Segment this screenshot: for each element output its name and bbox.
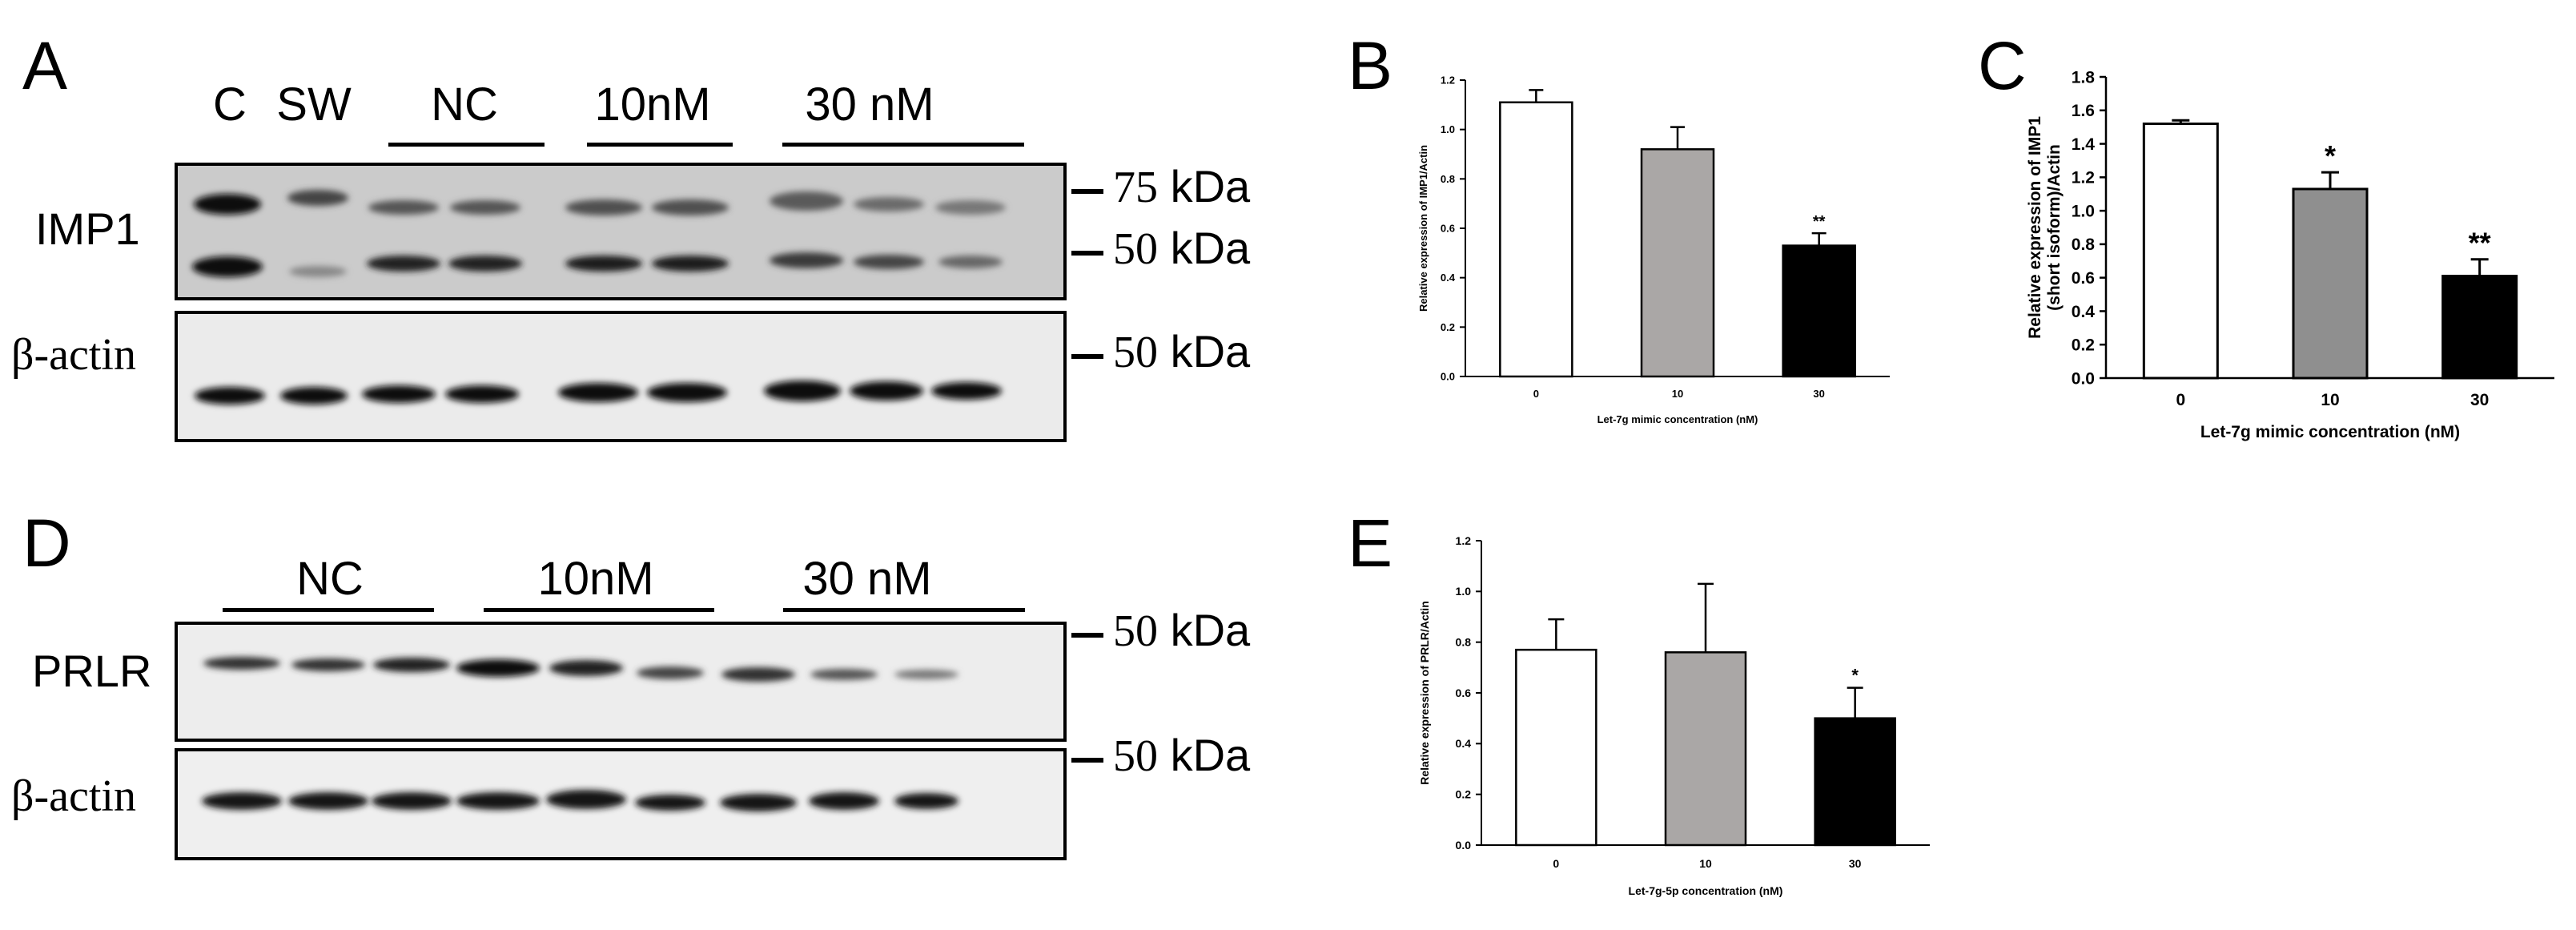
y-tick-label: 0.8 [1441, 173, 1455, 185]
blot-imp1 [175, 163, 1067, 300]
lane-label-d-nc: NC [296, 553, 364, 605]
y-tick-label: 1.2 [1456, 534, 1472, 547]
x-tick-label-0: 0 [1553, 857, 1559, 870]
marker-tick-75-a [1071, 189, 1103, 194]
y-tick-label: 0.0 [2072, 369, 2095, 388]
x-tick-label-10: 10 [1699, 857, 1712, 870]
significance-marker-30: * [1851, 666, 1859, 686]
row-label-beta-actin: β-actin [11, 330, 136, 380]
bar-10 [1664, 651, 1747, 847]
x-tick-label-10: 10 [1672, 388, 1683, 400]
y-tick-label: 0.2 [2072, 336, 2095, 355]
x-tick-label-0: 0 [1533, 388, 1539, 400]
group-underline-nc [388, 143, 545, 147]
y-tick-label: 1.2 [1441, 74, 1455, 87]
marker-50-kda-actin-a: 50 kDa [1113, 326, 1251, 377]
x-tick-label-30: 30 [2470, 391, 2489, 409]
group-underline-30nm [782, 143, 1024, 147]
y-axis-label: (short isoform)/Actin [2045, 144, 2064, 311]
lane-label-sw: SW [276, 79, 352, 131]
lane-label-nc: NC [431, 79, 498, 131]
x-tick-label-10: 10 [2321, 391, 2339, 409]
y-tick-label: 1.4 [2072, 135, 2096, 154]
marker-tick-50-d-actin [1071, 758, 1103, 763]
blot-beta-actin-a [175, 311, 1067, 442]
bar-0 [2142, 122, 2219, 380]
group-underline-d-nc [223, 608, 434, 612]
y-tick-label: 0.8 [1456, 636, 1472, 649]
row-label-imp1: IMP1 [35, 203, 140, 254]
y-axis-label: Relative expression of IMP1/Actin [1417, 145, 1429, 312]
marker-50-kda-prlr: 50 kDa [1113, 605, 1251, 656]
y-tick-label: 1.0 [1456, 585, 1472, 598]
bar-30 [1814, 717, 1896, 847]
y-tick-label: 1.0 [2072, 202, 2095, 220]
bar-30 [2441, 275, 2518, 380]
blot-beta-actin-d [175, 748, 1067, 860]
significance-marker-30: ** [2469, 227, 2491, 260]
group-underline-d-30nm [783, 608, 1025, 612]
bar-10 [1640, 148, 1715, 378]
lane-label-10nm: 10nM [594, 79, 711, 131]
lane-label-d-30nm: 30 nM [802, 553, 932, 605]
x-axis-label: Let-7g mimic concentration (nM) [1597, 413, 1758, 425]
x-axis-label: Let-7g-5p concentration (nM) [1629, 884, 1783, 897]
x-tick-label-30: 30 [1813, 388, 1824, 400]
y-tick-label: 0.8 [2072, 236, 2096, 254]
y-tick-label: 0.0 [1441, 371, 1455, 383]
y-axis-label: Relative expression of IMP1 [2026, 116, 2044, 339]
marker-tick-50-d-prlr [1071, 633, 1103, 638]
y-tick-label: 1.2 [2072, 169, 2095, 187]
row-label-beta-actin-d: β-actin [11, 771, 136, 821]
bar-0 [1515, 648, 1597, 847]
marker-50-kda-imp1: 50 kDa [1113, 223, 1251, 274]
group-underline-d-10nm [484, 608, 714, 612]
y-tick-label: 0.4 [1441, 272, 1456, 284]
panel-letter-b: B [1348, 28, 1393, 103]
blot-prlr-bands [178, 625, 1063, 739]
y-tick-label: 0.2 [1441, 321, 1455, 333]
y-tick-label: 0.4 [1456, 737, 1472, 750]
bar-0 [1499, 101, 1573, 378]
panel-letter-a: A [22, 28, 68, 103]
bar-chart-e: 0.0 0.2 0.4 0.6 0.8 1.0 1.2 0 10 * 30 Let-7g-5p con… [1418, 534, 1930, 897]
lane-label-d-10nm: 10nM [537, 553, 654, 605]
blot-imp1-bands [178, 166, 1063, 297]
bar-chart-c: 0.0 0.2 0.4 0.6 0.8 1.0 1.2 1.4 1.6 1.8 0 * 10 ** 30 Le… [2026, 68, 2554, 441]
bar-30 [1782, 244, 1856, 378]
y-axis-label: Relative expression of PRLR/Actin [1418, 601, 1431, 785]
bar-chart-b: 0.0 0.2 0.4 0.6 0.8 1.0 1.2 0 10 ** 30 Let-7g mimic… [1417, 74, 1890, 425]
marker-50-kda-actin-d: 50 kDa [1113, 730, 1251, 781]
lane-label-30nm: 30 nM [805, 79, 934, 131]
y-tick-label: 0.2 [1456, 788, 1472, 801]
x-tick-label-0: 0 [2176, 391, 2185, 409]
marker-tick-50-a-imp1 [1071, 251, 1103, 256]
blot-beta-actin-a-bands [178, 314, 1063, 439]
significance-marker-10: * [2325, 139, 2336, 172]
y-tick-label: 0.0 [1456, 839, 1472, 851]
y-tick-label: 0.6 [1441, 223, 1455, 235]
group-underline-10nm [587, 143, 733, 147]
significance-marker-30: ** [1813, 213, 1826, 231]
x-axis-label: Let-7g mimic concentration (nM) [2200, 423, 2460, 441]
panel-letter-c: C [1978, 28, 2027, 103]
blot-prlr [175, 622, 1067, 742]
y-tick-label: 1.8 [2072, 68, 2096, 87]
row-label-prlr: PRLR [32, 646, 152, 696]
panel-letter-d: D [22, 505, 71, 581]
y-tick-label: 1.0 [1441, 123, 1455, 135]
y-tick-label: 0.4 [2072, 303, 2096, 321]
blot-beta-actin-d-bands [178, 751, 1063, 857]
lane-label-c: C [213, 79, 247, 131]
y-tick-label: 1.6 [2072, 102, 2095, 120]
x-tick-label-30: 30 [1849, 857, 1862, 870]
panel-letter-e: E [1348, 505, 1393, 581]
y-tick-label: 0.6 [2072, 269, 2095, 288]
marker-75-kda: 75 kDa [1113, 161, 1251, 212]
marker-tick-50-a-actin [1071, 354, 1103, 359]
y-tick-label: 0.6 [1456, 686, 1472, 699]
bar-10 [2292, 187, 2369, 380]
